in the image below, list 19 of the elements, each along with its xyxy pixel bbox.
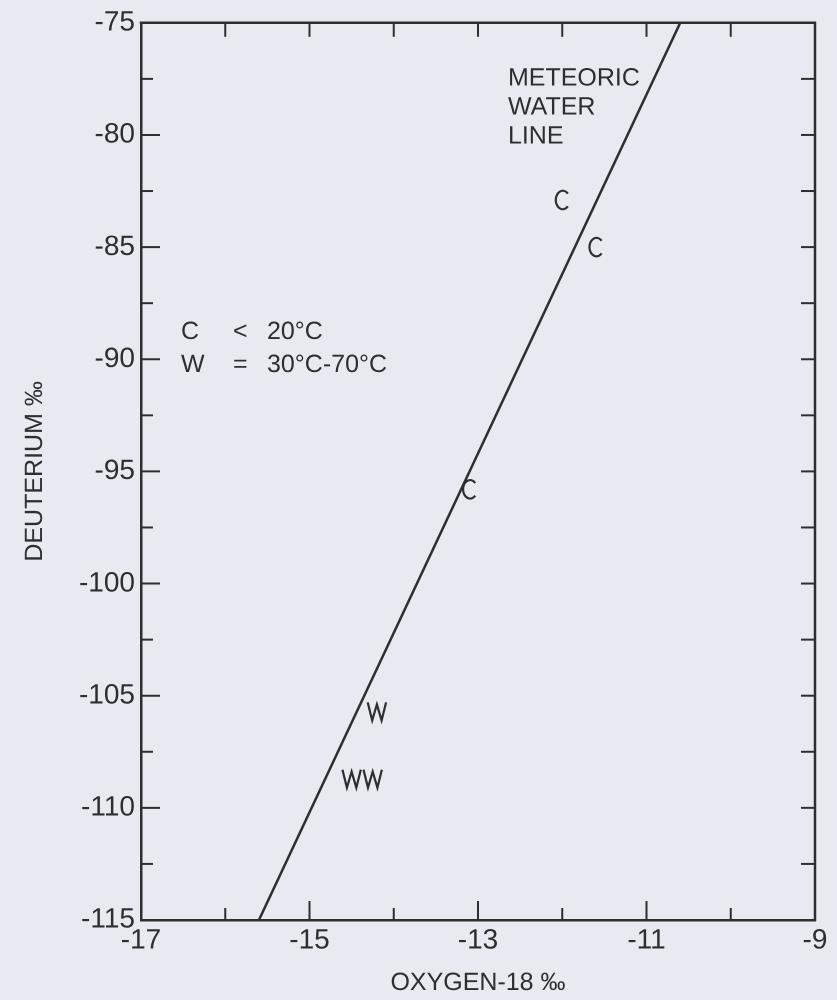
x-tick-label: -15 bbox=[289, 924, 330, 955]
y-tick-label: -90 bbox=[94, 342, 135, 373]
legend-label: W = 30°C-70°C bbox=[181, 350, 388, 378]
point bbox=[588, 236, 603, 258]
y-tick-label: -100 bbox=[78, 566, 135, 598]
y-tick-label: -80 bbox=[94, 118, 135, 149]
y-axis-title: DEUTERIUM ‰ bbox=[20, 381, 48, 562]
y-tick-label: -110 bbox=[81, 790, 135, 822]
y-tick-label: -105 bbox=[78, 678, 135, 710]
x-tick-label: -11 bbox=[627, 924, 666, 955]
y-tick-label: -75 bbox=[94, 6, 135, 37]
x-tick-label: -9 bbox=[802, 924, 828, 955]
y-tick-label: -95 bbox=[94, 454, 135, 486]
x-tick-label: -13 bbox=[458, 924, 498, 955]
text: C < 20°C bbox=[181, 317, 323, 346]
y-tick-label: -85 bbox=[94, 230, 135, 261]
x-axis-title: OXYGEN-18 ‰ bbox=[390, 968, 566, 996]
series-label: METEORIC WATER LINE bbox=[508, 64, 640, 150]
point bbox=[462, 479, 476, 500]
